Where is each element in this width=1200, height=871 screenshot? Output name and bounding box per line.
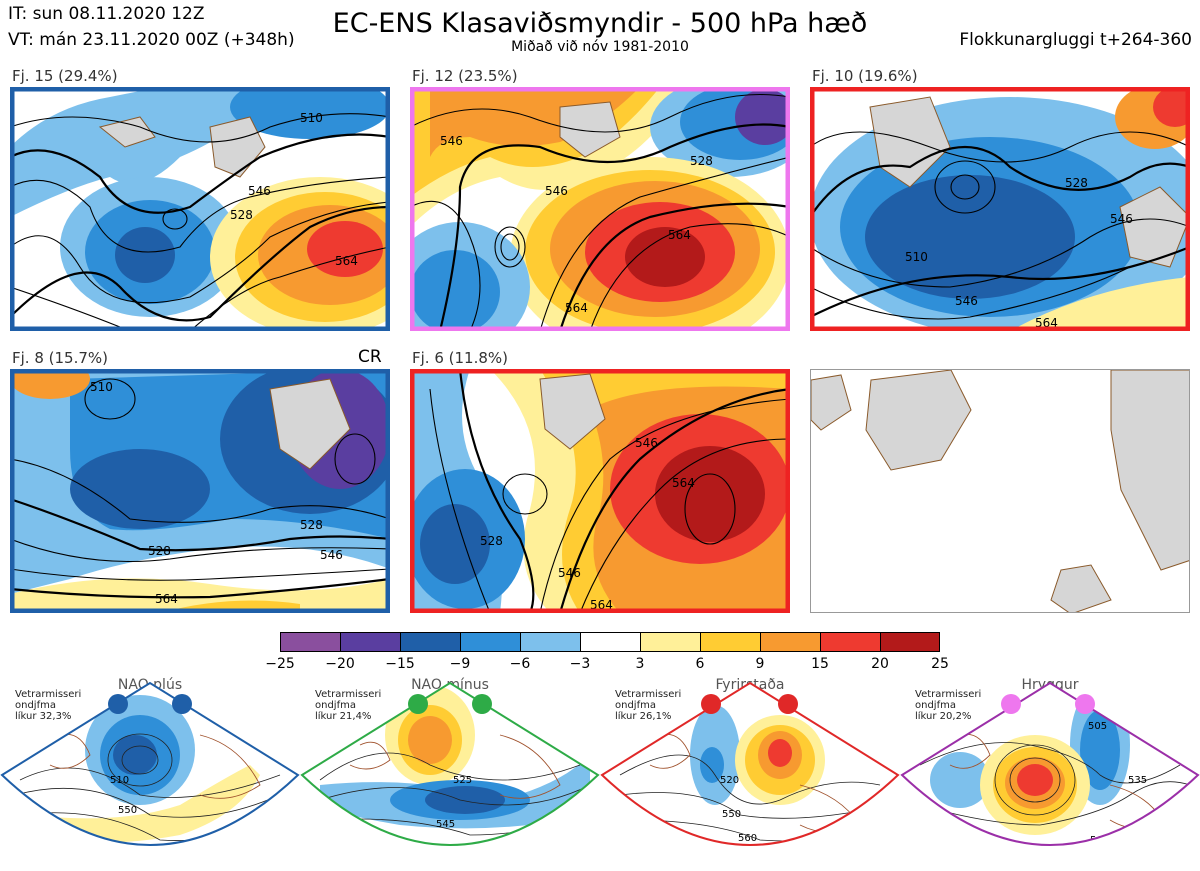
contour-label: 560 xyxy=(738,833,757,844)
colorbar-tick: −25 xyxy=(265,656,295,672)
cr-label: CR xyxy=(358,347,382,367)
regime-dot xyxy=(778,694,798,714)
colorbar-tick: −6 xyxy=(509,656,531,672)
colorbar-bin xyxy=(400,632,460,652)
contour-label: 564 xyxy=(335,254,358,268)
regime-map-nao-minus: 525 545 565 xyxy=(300,681,600,862)
contour-label: 564 xyxy=(155,592,178,606)
regime-dot xyxy=(1075,694,1095,714)
cluster-map-fj15: 510 528 546 564 xyxy=(10,87,390,331)
page-title: EC-ENS Klasaviðsmyndir - 500 hPa hæð xyxy=(332,8,868,39)
colorbar-tick: 9 xyxy=(755,656,765,672)
colorbar-bin xyxy=(460,632,520,652)
colorbar-bin xyxy=(340,632,400,652)
page-subtitle: Miðað við nóv 1981-2010 xyxy=(511,39,689,55)
regime-info: Vetrarmisseri ondjfma líkur 32,3% xyxy=(15,689,82,722)
contour-label: 510 xyxy=(90,380,113,394)
cluster-map-fj10: 510 528 546 564 546 xyxy=(810,87,1190,331)
colorbar-bin xyxy=(520,632,580,652)
colorbar-tick: 25 xyxy=(931,656,949,672)
contour-label: 546 xyxy=(545,184,568,198)
regime-dot xyxy=(472,694,492,714)
regime-info: Vetrarmisseri ondjfma líkur 26,1% xyxy=(615,689,682,722)
contour-label: 564 xyxy=(565,301,588,315)
contour-label: 528 xyxy=(300,518,323,532)
colorbar-tick: 3 xyxy=(635,656,645,672)
panel-label-fj15: Fj. 15 (29.4%) xyxy=(12,67,118,85)
contour-label: 510 xyxy=(905,250,928,264)
regime-dot xyxy=(1001,694,1021,714)
contour-label: 546 xyxy=(320,548,343,562)
contour-label: 546 xyxy=(558,566,581,580)
panel-label-fj8: Fj. 8 (15.7%) xyxy=(12,349,108,367)
regime-dot xyxy=(108,694,128,714)
contour-label: 510 xyxy=(110,775,129,786)
colorbar-tick: 15 xyxy=(811,656,829,672)
contour-label: 545 xyxy=(436,819,455,830)
contour-label: 528 xyxy=(480,534,503,548)
colorbar-bin xyxy=(820,632,880,652)
regime-dot xyxy=(408,694,428,714)
colorbar-bin xyxy=(640,632,700,652)
contour-label: 525 xyxy=(453,775,472,786)
contour-label: 564 xyxy=(668,228,691,242)
contour-label: 528 xyxy=(1065,176,1088,190)
cluster-map-fj12: 528 546 564 546 564 xyxy=(410,87,790,331)
regime-map-nao-plus: 510 550 565 xyxy=(0,681,300,860)
regime-dot xyxy=(172,694,192,714)
contour-label: 505 xyxy=(1088,721,1107,732)
colorbar-bin xyxy=(280,632,340,652)
panel-label-fj12: Fj. 12 (23.5%) xyxy=(412,67,518,85)
colorbar-tick: −15 xyxy=(385,656,415,672)
regime-map-blocking: 520 550 560 xyxy=(600,681,900,846)
contour-label: 546 xyxy=(955,294,978,308)
colorbar-bin xyxy=(760,632,820,652)
regime-info: Vetrarmisseri ondjfma líkur 21,4% xyxy=(315,689,382,722)
regime-map-ridge: 505 535 560 xyxy=(900,681,1200,846)
cluster-window: Flokkunargluggi t+264-360 xyxy=(959,30,1192,50)
contour-label: 546 xyxy=(635,436,658,450)
colorbar-bin xyxy=(700,632,760,652)
contour-label: 565 xyxy=(448,851,467,862)
contour-label: 528 xyxy=(230,208,253,222)
contour-label: 510 xyxy=(300,111,323,125)
initial-time: IT: sun 08.11.2020 12Z xyxy=(8,4,205,24)
valid-time: VT: mán 23.11.2020 00Z (+348h) xyxy=(8,30,295,50)
contour-label: 546 xyxy=(248,184,271,198)
colorbar-tick: −20 xyxy=(325,656,355,672)
cluster-map-fj8: 510 528 546 564 528 xyxy=(10,369,390,613)
panel-label-fj10: Fj. 10 (19.6%) xyxy=(812,67,918,85)
panel-label-fj6: Fj. 6 (11.8%) xyxy=(412,349,508,367)
contour-label: 546 xyxy=(1110,212,1133,226)
colorbar-tick: −3 xyxy=(569,656,591,672)
cluster-map-fj6: 528 546 564 546 564 xyxy=(410,369,790,613)
empty-map xyxy=(810,369,1190,613)
regime-info: Vetrarmisseri ondjfma líkur 20,2% xyxy=(915,689,982,722)
contour-label: 546 xyxy=(440,134,463,148)
contour-label: 528 xyxy=(690,154,713,168)
colorbar-tick: 20 xyxy=(871,656,889,672)
regime-dot xyxy=(701,694,721,714)
colorbar-tick: −9 xyxy=(449,656,471,672)
colorbar-tick: 6 xyxy=(695,656,705,672)
contour-label: 535 xyxy=(1128,775,1147,786)
colorbar-bin xyxy=(880,632,940,652)
contour-label: 520 xyxy=(720,775,739,786)
contour-label: 550 xyxy=(118,805,137,816)
colorbar-bin xyxy=(580,632,640,652)
contour-label: 564 xyxy=(672,476,695,490)
contour-label: 550 xyxy=(722,809,741,820)
contour-label: 565 xyxy=(130,849,149,860)
contour-label: 528 xyxy=(148,544,171,558)
